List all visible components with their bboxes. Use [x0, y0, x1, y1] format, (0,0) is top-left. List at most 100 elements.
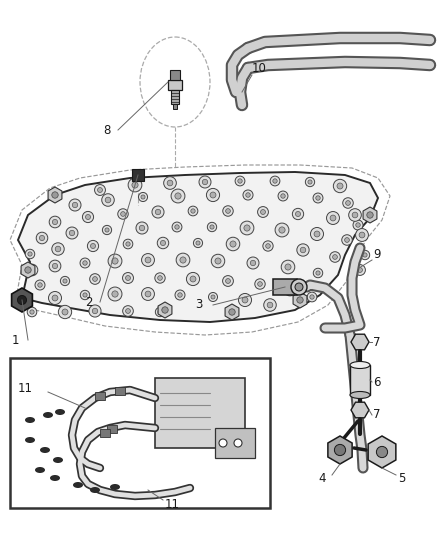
Circle shape — [343, 198, 353, 208]
Circle shape — [226, 237, 240, 251]
Circle shape — [60, 277, 70, 286]
Circle shape — [305, 177, 314, 187]
Circle shape — [141, 254, 155, 266]
Polygon shape — [18, 172, 378, 322]
Circle shape — [145, 257, 151, 263]
Circle shape — [175, 193, 181, 199]
Circle shape — [264, 298, 276, 311]
Circle shape — [52, 243, 64, 255]
Circle shape — [210, 192, 216, 198]
Circle shape — [234, 439, 242, 447]
Circle shape — [83, 293, 87, 297]
Circle shape — [89, 305, 101, 317]
Text: 2: 2 — [85, 295, 92, 309]
Circle shape — [126, 242, 130, 246]
Circle shape — [330, 215, 336, 221]
Bar — [10, 358, 270, 508]
Circle shape — [188, 206, 198, 216]
Ellipse shape — [43, 412, 53, 418]
Polygon shape — [293, 292, 307, 308]
Circle shape — [82, 212, 94, 223]
Circle shape — [349, 209, 361, 221]
Circle shape — [53, 220, 58, 224]
Circle shape — [247, 257, 259, 269]
Circle shape — [175, 290, 185, 300]
Circle shape — [297, 244, 309, 256]
Circle shape — [27, 307, 37, 317]
Circle shape — [307, 292, 317, 302]
Circle shape — [206, 189, 219, 201]
Circle shape — [95, 184, 106, 196]
Circle shape — [360, 251, 370, 260]
Circle shape — [357, 268, 362, 272]
Circle shape — [176, 253, 190, 267]
Circle shape — [92, 308, 98, 314]
Bar — [350, 365, 370, 395]
Circle shape — [126, 276, 131, 280]
Circle shape — [92, 277, 97, 281]
Circle shape — [219, 439, 227, 447]
Circle shape — [287, 287, 293, 293]
Circle shape — [35, 280, 45, 290]
Circle shape — [49, 260, 61, 272]
Circle shape — [91, 244, 95, 248]
Ellipse shape — [90, 487, 100, 493]
Circle shape — [202, 179, 208, 185]
Bar — [173, 104, 177, 109]
Circle shape — [300, 247, 306, 253]
Circle shape — [196, 241, 200, 245]
Circle shape — [25, 267, 31, 273]
Circle shape — [281, 260, 295, 274]
Circle shape — [108, 254, 122, 268]
Circle shape — [334, 445, 346, 456]
Bar — [95, 392, 105, 400]
Polygon shape — [12, 288, 32, 312]
Circle shape — [88, 240, 99, 252]
Circle shape — [230, 241, 236, 247]
Circle shape — [266, 244, 270, 248]
Circle shape — [313, 268, 323, 278]
Circle shape — [238, 179, 242, 183]
Circle shape — [229, 309, 235, 315]
Circle shape — [66, 227, 78, 239]
Circle shape — [118, 209, 128, 219]
Circle shape — [330, 252, 340, 262]
Ellipse shape — [73, 482, 83, 488]
Circle shape — [158, 310, 162, 314]
Text: 1: 1 — [12, 334, 20, 346]
Circle shape — [138, 192, 148, 201]
Circle shape — [62, 309, 68, 315]
Circle shape — [345, 238, 350, 243]
Circle shape — [123, 272, 134, 284]
Circle shape — [53, 263, 58, 269]
Circle shape — [155, 308, 165, 317]
Circle shape — [69, 199, 81, 211]
Ellipse shape — [25, 417, 35, 423]
Bar — [155, 378, 245, 448]
Circle shape — [105, 197, 111, 203]
Circle shape — [250, 260, 256, 265]
Circle shape — [246, 193, 250, 197]
Circle shape — [356, 229, 368, 241]
Bar — [215, 428, 255, 458]
Circle shape — [175, 225, 179, 229]
Circle shape — [18, 295, 27, 304]
Polygon shape — [328, 436, 352, 464]
Polygon shape — [351, 334, 369, 350]
Bar — [171, 90, 179, 104]
Circle shape — [376, 447, 388, 458]
Circle shape — [83, 261, 87, 265]
Circle shape — [356, 223, 360, 227]
Circle shape — [126, 309, 131, 313]
Polygon shape — [351, 402, 369, 418]
Circle shape — [255, 279, 265, 289]
Circle shape — [26, 264, 38, 276]
Bar — [168, 80, 182, 90]
Circle shape — [333, 179, 346, 192]
Circle shape — [178, 293, 182, 297]
Circle shape — [123, 305, 133, 316]
Circle shape — [120, 212, 125, 216]
Circle shape — [172, 222, 182, 232]
Ellipse shape — [40, 447, 50, 453]
Circle shape — [243, 190, 253, 200]
